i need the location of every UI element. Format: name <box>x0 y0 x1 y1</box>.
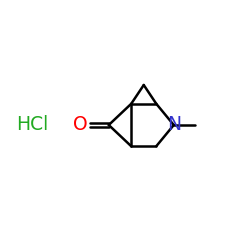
Text: HCl: HCl <box>16 116 48 134</box>
Text: O: O <box>73 116 88 134</box>
Text: N: N <box>167 116 181 134</box>
